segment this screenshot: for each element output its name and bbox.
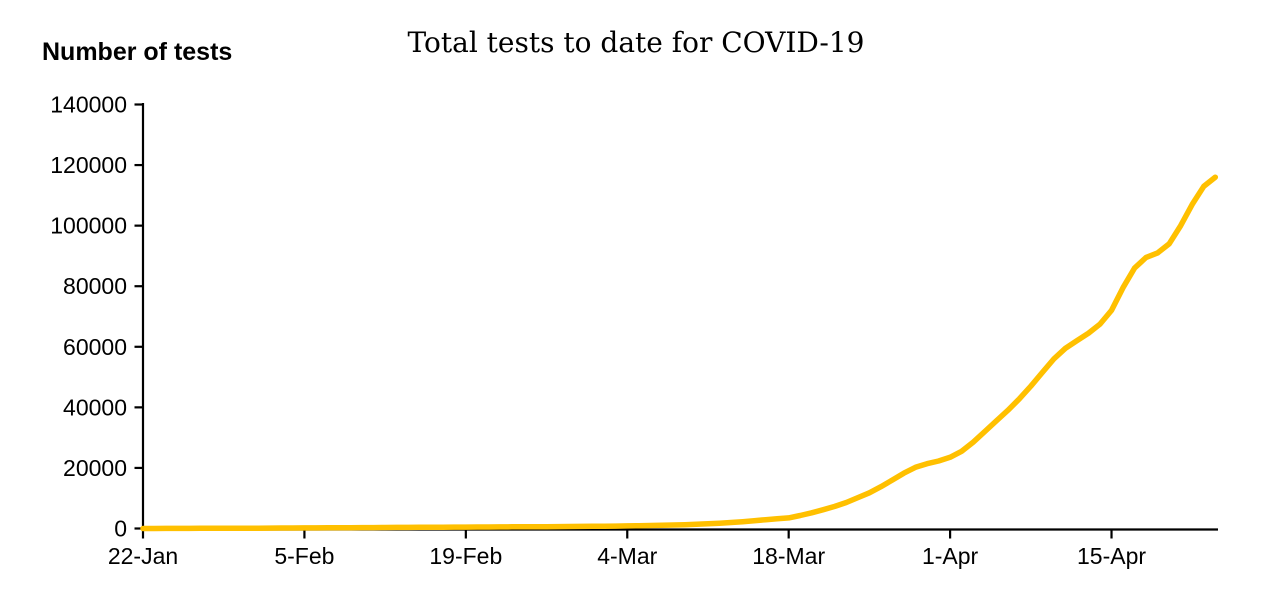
y-tick-label: 140000 <box>50 92 127 118</box>
x-tick-label: 15-Apr <box>1077 543 1146 569</box>
x-tick-label: 1-Apr <box>922 543 979 569</box>
x-tick-label: 5-Feb <box>274 543 334 569</box>
y-tick-label: 120000 <box>50 152 127 178</box>
series-line <box>140 174 1219 532</box>
y-tick-label: 0 <box>114 516 127 542</box>
y-tick-label: 40000 <box>63 394 127 420</box>
y-axis-title: Number of tests <box>42 38 232 66</box>
x-tick-label: 22-Jan <box>108 543 178 569</box>
x-axis-ticks: 22-Jan 5-Feb 19-Feb 4-Mar 18-Mar 1-Apr 15-Apr <box>108 529 1146 569</box>
y-tick-label: 100000 <box>50 213 127 239</box>
y-tick-label: 20000 <box>63 455 127 481</box>
x-tick-label: 4-Mar <box>597 543 657 569</box>
y-tick-label: 80000 <box>63 273 127 299</box>
x-tick-label: 18-Mar <box>752 543 825 569</box>
x-tick-label: 19-Feb <box>429 543 502 569</box>
chart-title: Total tests to date for COVID-19 <box>408 26 865 59</box>
y-tick-label: 60000 <box>63 334 127 360</box>
y-axis-ticks: 0 20000 40000 60000 80000 100000 120000 140000 <box>50 92 143 542</box>
